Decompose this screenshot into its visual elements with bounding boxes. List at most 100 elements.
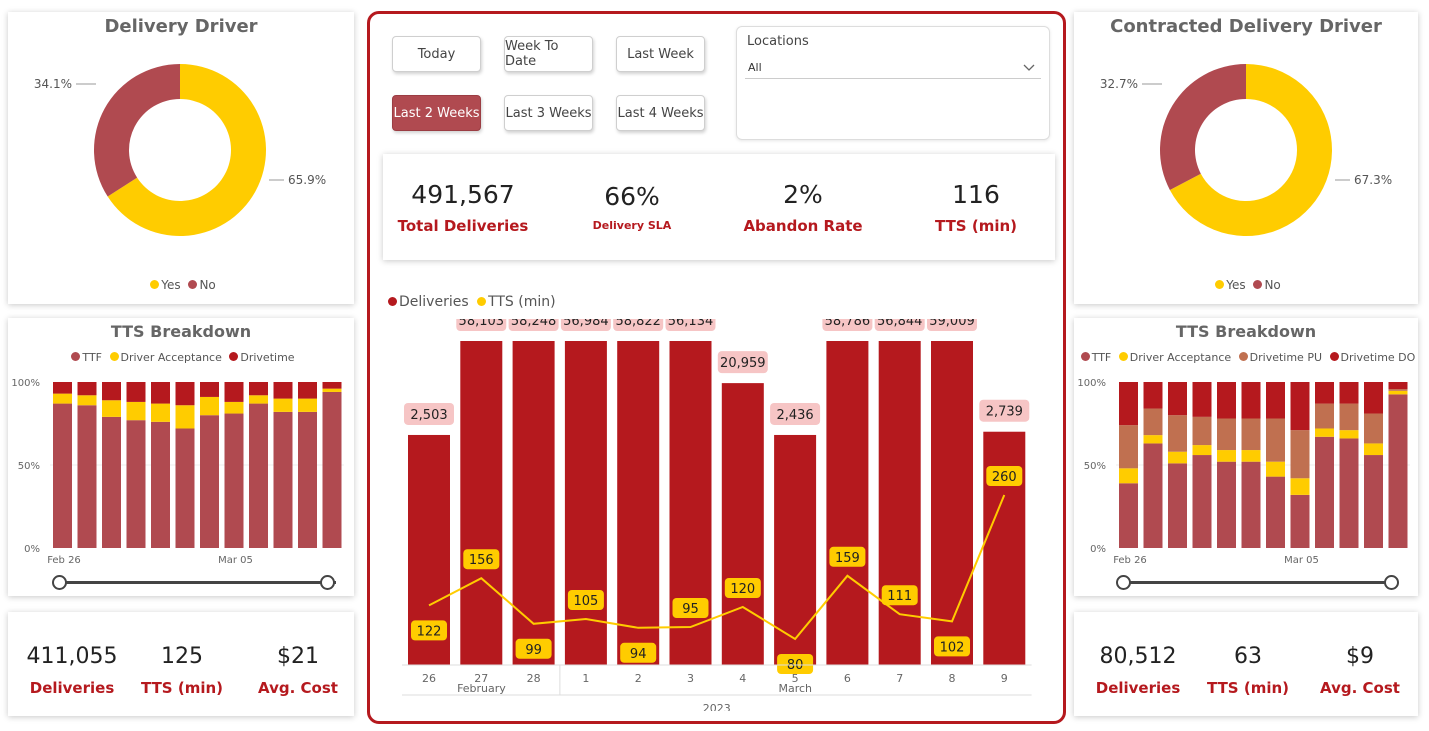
stack-segment[interactable] xyxy=(1339,438,1359,548)
stack-segment[interactable] xyxy=(224,382,244,402)
stack-segment[interactable] xyxy=(224,401,244,414)
stack-segment[interactable] xyxy=(1339,430,1359,439)
stack-segment[interactable] xyxy=(175,405,195,429)
stack-segment[interactable] xyxy=(249,382,268,396)
stack-segment[interactable] xyxy=(1119,382,1138,426)
stack-segment[interactable] xyxy=(298,398,317,412)
left-slider-end-handle[interactable] xyxy=(320,575,335,590)
stack-segment[interactable] xyxy=(151,382,170,404)
stack-segment[interactable] xyxy=(1339,403,1359,431)
stack-segment[interactable] xyxy=(1143,382,1163,409)
stack-segment[interactable] xyxy=(298,382,317,399)
stack-segment[interactable] xyxy=(151,403,170,422)
stack-segment[interactable] xyxy=(53,382,72,394)
left-date-slider-track[interactable] xyxy=(66,581,336,584)
stack-segment[interactable] xyxy=(1290,382,1310,431)
delivery-bar[interactable] xyxy=(617,341,660,665)
stack-segment[interactable] xyxy=(1168,451,1187,464)
stack-segment[interactable] xyxy=(273,382,293,399)
delivery-bar[interactable] xyxy=(512,341,555,665)
stack-segment[interactable] xyxy=(1364,455,1383,548)
left-slider-start-handle[interactable] xyxy=(52,575,67,590)
stack-segment[interactable] xyxy=(1119,483,1138,548)
stack-segment[interactable] xyxy=(1192,455,1212,548)
stack-segment[interactable] xyxy=(273,411,293,548)
stack-segment[interactable] xyxy=(1266,418,1285,462)
delivery-bar[interactable] xyxy=(721,383,764,665)
today-button[interactable]: Today xyxy=(392,36,481,72)
stack-segment[interactable] xyxy=(1388,382,1408,390)
stack-segment[interactable] xyxy=(200,396,219,416)
stack-segment[interactable] xyxy=(1168,415,1187,452)
stack-segment[interactable] xyxy=(1119,425,1138,469)
locations-dropdown[interactable]: All xyxy=(745,57,1041,79)
stack-segment[interactable] xyxy=(175,428,195,548)
stack-segment[interactable] xyxy=(1388,389,1408,391)
delivery-bar[interactable] xyxy=(878,341,921,665)
stack-segment[interactable] xyxy=(1241,382,1261,419)
stack-segment[interactable] xyxy=(102,400,121,417)
stack-segment[interactable] xyxy=(1241,450,1261,462)
stack-segment[interactable] xyxy=(1241,461,1261,548)
stack-segment[interactable] xyxy=(126,382,146,402)
right-slider-end-handle[interactable] xyxy=(1384,575,1399,590)
stack-segment[interactable] xyxy=(1217,382,1236,419)
stack-segment[interactable] xyxy=(322,388,342,392)
stack-segment[interactable] xyxy=(1364,382,1383,414)
stack-segment[interactable] xyxy=(126,401,146,421)
stack-segment[interactable] xyxy=(1364,443,1383,456)
stack-segment[interactable] xyxy=(322,391,342,548)
stack-segment[interactable] xyxy=(1192,416,1212,446)
stack-segment[interactable] xyxy=(53,393,72,404)
stack-segment[interactable] xyxy=(1217,461,1236,548)
yes-slice[interactable] xyxy=(107,64,266,237)
stack-segment[interactable] xyxy=(1192,382,1212,417)
stack-segment[interactable] xyxy=(1364,413,1383,444)
stack-segment[interactable] xyxy=(200,382,219,397)
delivery-bar[interactable] xyxy=(564,341,607,665)
stack-segment[interactable] xyxy=(1290,430,1310,479)
stack-segment[interactable] xyxy=(1143,408,1163,436)
stack-segment[interactable] xyxy=(1315,436,1334,548)
stack-segment[interactable] xyxy=(1388,390,1408,395)
delivery-bar[interactable] xyxy=(774,434,817,665)
last-3-weeks-button[interactable]: Last 3 Weeks xyxy=(504,95,593,131)
stack-segment[interactable] xyxy=(322,382,342,389)
no-slice[interactable] xyxy=(1160,64,1246,191)
no-slice[interactable] xyxy=(93,64,180,197)
stack-segment[interactable] xyxy=(224,413,244,548)
stack-segment[interactable] xyxy=(1339,382,1359,404)
stack-segment[interactable] xyxy=(249,403,268,548)
stack-segment[interactable] xyxy=(53,403,72,548)
right-slider-start-handle[interactable] xyxy=(1116,575,1131,590)
delivery-bar[interactable] xyxy=(460,341,503,665)
stack-segment[interactable] xyxy=(1315,403,1334,429)
stack-segment[interactable] xyxy=(1266,461,1285,477)
stack-segment[interactable] xyxy=(1192,445,1212,456)
stack-segment[interactable] xyxy=(249,395,268,404)
stack-segment[interactable] xyxy=(77,382,97,396)
stack-segment[interactable] xyxy=(200,415,219,548)
stack-segment[interactable] xyxy=(1143,435,1163,444)
stack-segment[interactable] xyxy=(102,416,121,548)
stack-segment[interactable] xyxy=(77,395,97,406)
last-week-button[interactable]: Last Week xyxy=(616,36,705,72)
stack-segment[interactable] xyxy=(1168,382,1187,416)
stack-segment[interactable] xyxy=(77,405,97,548)
stack-segment[interactable] xyxy=(1119,468,1138,484)
last-4-weeks-button[interactable]: Last 4 Weeks xyxy=(616,95,705,131)
right-date-slider-track[interactable] xyxy=(1130,581,1398,584)
delivery-bar[interactable] xyxy=(931,341,973,665)
stack-segment[interactable] xyxy=(1290,494,1310,548)
stack-segment[interactable] xyxy=(1388,394,1408,548)
stack-segment[interactable] xyxy=(1143,443,1163,548)
stack-segment[interactable] xyxy=(298,411,317,548)
stack-segment[interactable] xyxy=(151,421,170,548)
delivery-bar[interactable] xyxy=(826,341,869,665)
stack-segment[interactable] xyxy=(1290,478,1310,495)
stack-segment[interactable] xyxy=(1241,418,1261,451)
stack-segment[interactable] xyxy=(1217,450,1236,462)
stack-segment[interactable] xyxy=(1266,382,1285,419)
stack-segment[interactable] xyxy=(273,398,293,412)
week-to-date-button[interactable]: Week To Date xyxy=(504,36,593,72)
